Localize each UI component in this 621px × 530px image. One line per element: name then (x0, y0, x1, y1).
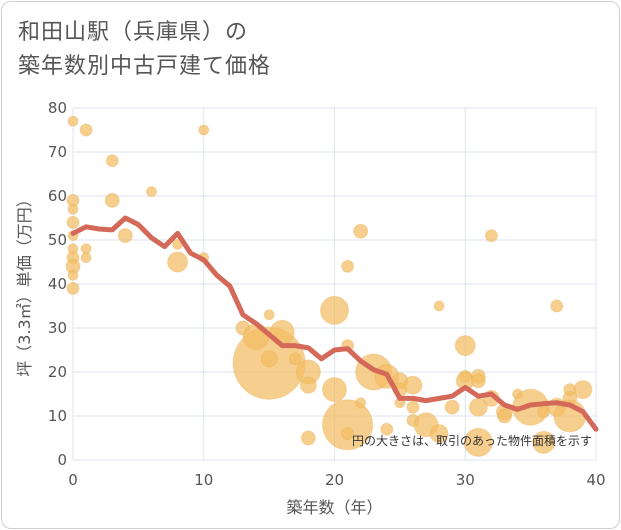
x-tick-label-3: 30 (456, 471, 475, 489)
y-tick-label-0: 0 (57, 451, 67, 469)
bubble-point-15 (117, 228, 133, 244)
y-axis-label: 坪（3.3㎡）単価（万円） (15, 191, 34, 376)
grid-lines (72, 107, 597, 461)
y-tick-label-7: 70 (48, 143, 67, 161)
bubble-point-46 (406, 400, 420, 414)
bubble-point-50 (429, 424, 449, 444)
bubble-point-14 (104, 192, 120, 208)
bubble-point-30 (300, 430, 316, 446)
x-tick-label-0: 0 (68, 471, 78, 489)
bubble-point-52 (454, 335, 476, 357)
chart-title-line1: 和田山駅（兵庫県）の (18, 20, 249, 45)
bubble-point-33 (341, 259, 355, 273)
bubble-point-13 (105, 154, 119, 168)
bubble-point-10 (79, 123, 93, 137)
bubble-size-note: 円の大きさは、取引のあった物件面積を示す (352, 433, 592, 448)
bubble-point-27 (288, 352, 302, 366)
chart-title-line2: 築年数別中古戸建て価格 (18, 54, 272, 79)
bubble-point-18 (167, 251, 189, 273)
bubble-point-23 (263, 309, 275, 321)
bubble-point-19 (198, 124, 210, 136)
chart-title: 和田山駅（兵庫県）の 築年数別中古戸建て価格 (18, 16, 271, 84)
bubble-point-0 (67, 115, 79, 127)
y-tick-label-8: 80 (48, 99, 67, 117)
x-axis-label: 築年数（年） (286, 498, 382, 517)
bubble-point-37 (353, 223, 369, 239)
bubble-point-38 (355, 397, 367, 409)
bubble-point-8 (67, 269, 79, 281)
bubble-point-9 (66, 281, 80, 295)
bubble-point-16 (145, 186, 157, 198)
bubble-point-36 (341, 427, 355, 441)
x-tick-label-4: 40 (586, 471, 605, 489)
bubble-point-58 (463, 427, 493, 457)
y-tick-label-6: 60 (48, 187, 67, 205)
bubble-layer (65, 115, 593, 457)
x-tick-label-2: 20 (325, 471, 344, 489)
bubble-point-12 (80, 252, 92, 264)
bubble-point-67 (550, 299, 564, 313)
bubble-point-41 (380, 422, 394, 436)
x-tick-label-1: 10 (194, 471, 213, 489)
bubble-point-59 (484, 229, 498, 243)
bubble-point-56 (470, 373, 486, 389)
tick-labels: 0 10 20 30 40 50 60 70 80 0 10 20 30 40 (48, 99, 606, 489)
bubble-point-72 (573, 380, 593, 400)
average-price-line (70, 215, 599, 432)
bubble-point-29 (299, 376, 317, 394)
y-tick-label-5: 50 (48, 231, 67, 249)
bubble-point-51 (444, 399, 460, 415)
bubble-point-35 (322, 399, 374, 451)
bubble-point-32 (322, 377, 347, 403)
bubble-point-66 (532, 430, 556, 454)
y-tick-label-4: 40 (48, 275, 67, 293)
bubble-point-31 (320, 295, 349, 325)
bubble-point-62 (496, 408, 512, 424)
bubble-point-3 (66, 215, 80, 229)
bubble-point-25 (260, 350, 278, 368)
bubble-point-49 (433, 300, 445, 312)
bubble-point-45 (403, 375, 423, 395)
bubble-point-2 (67, 203, 79, 215)
y-tick-label-2: 20 (48, 363, 67, 381)
y-tick-label-1: 10 (48, 407, 67, 425)
y-tick-label-3: 30 (48, 319, 67, 337)
